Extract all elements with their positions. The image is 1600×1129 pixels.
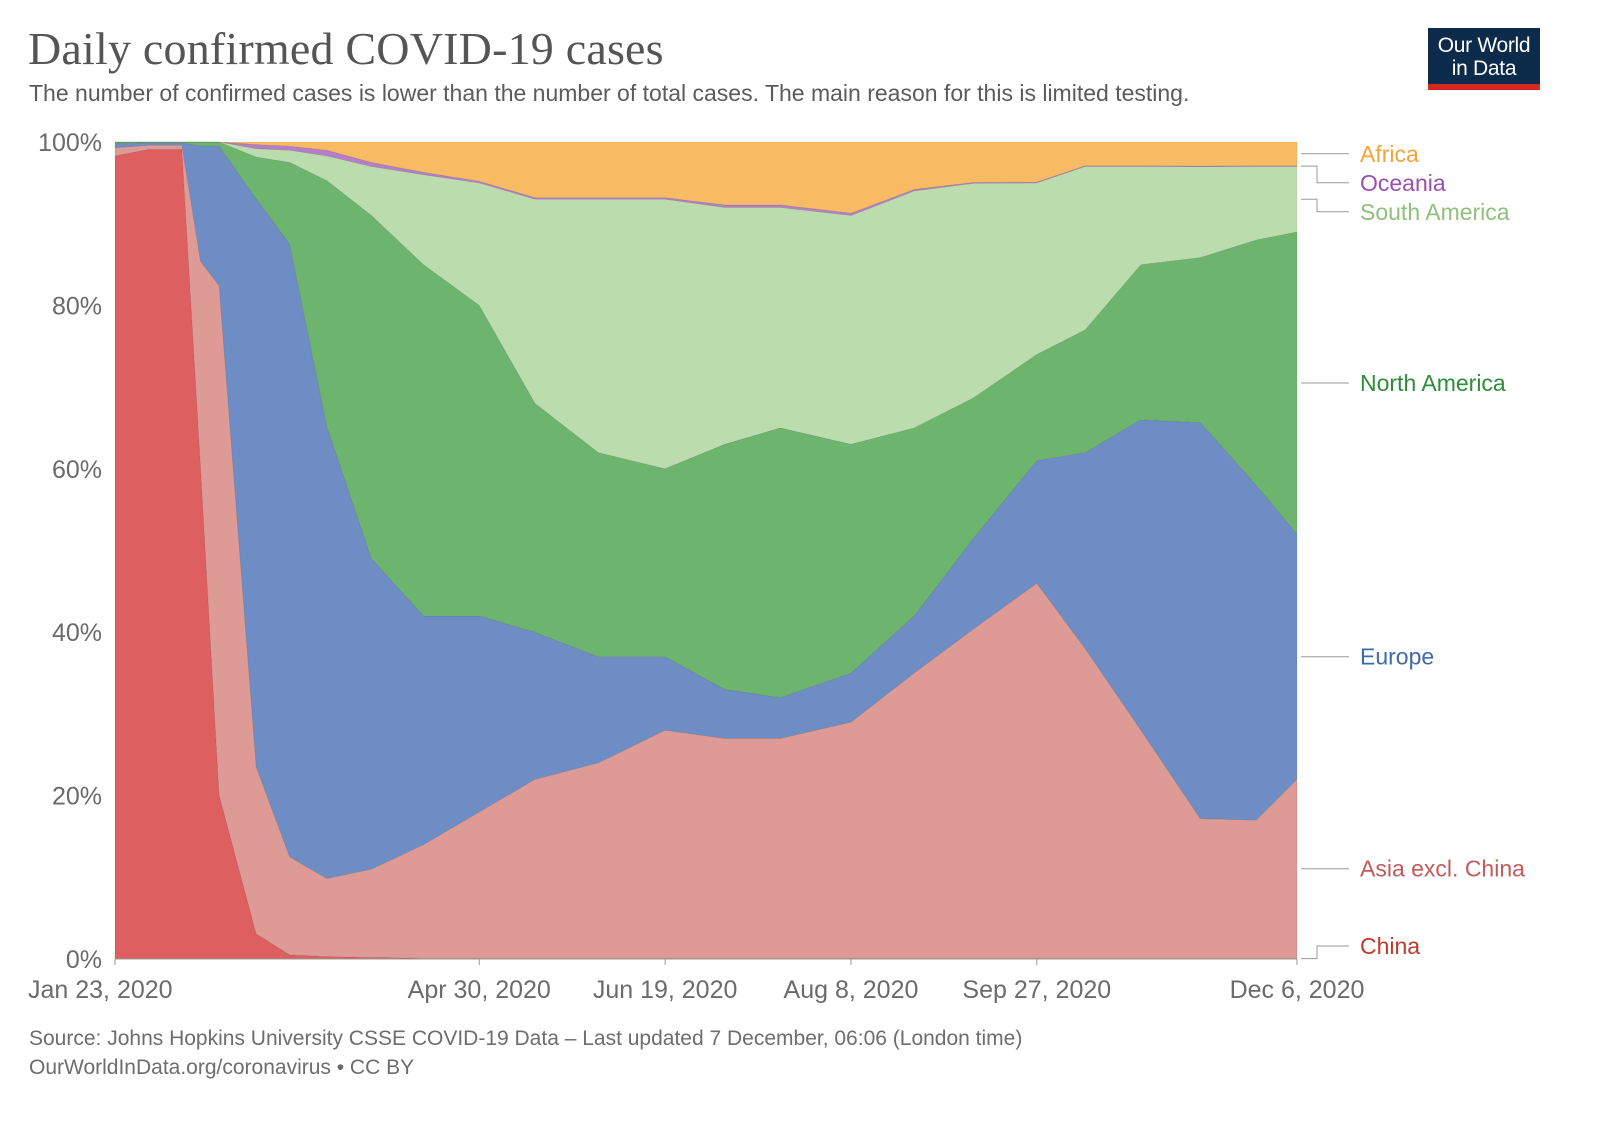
area-africa (115, 141, 1298, 214)
legend: Africa Oceania South America North America E… (1301, 141, 1525, 960)
logo-line-2: in Data (1451, 57, 1517, 80)
owid-logo: Our World in Data (1428, 28, 1540, 90)
x-tick-label: Jan 23, 2020 (28, 976, 173, 1004)
legend-connector (1301, 198, 1349, 213)
legend-label: Asia excl. China (1360, 856, 1525, 882)
chart-title: Daily confirmed COVID-19 cases (28, 23, 664, 74)
y-tick-label: 60% (52, 456, 102, 484)
chart-subtitle: The number of confirmed cases is lower t… (29, 80, 1190, 106)
legend-label: North America (1360, 370, 1506, 396)
legend-label: Africa (1360, 141, 1419, 167)
x-tick-label: Apr 30, 2020 (408, 976, 551, 1004)
y-tick-label: 80% (52, 292, 102, 320)
x-tick-label: Aug 8, 2020 (784, 976, 919, 1004)
area-oceania (115, 141, 1298, 216)
legend-label: South America (1360, 199, 1510, 225)
stacked-areas (114, 141, 1298, 960)
y-tick-label: 0% (66, 946, 102, 974)
y-tick-label: 100% (38, 129, 102, 157)
legend-label: China (1360, 933, 1420, 959)
chart-source: Source: Johns Hopkins University CSSE CO… (29, 1024, 1022, 1082)
y-tick-label: 40% (52, 619, 102, 647)
area-asia-excl-china (114, 145, 1298, 959)
source-text: Source: Johns Hopkins University CSSE CO… (29, 1027, 1023, 1050)
axes: 0% 20% 40% 60% 80% 100% Jan 23, 2020 Apr 30, 20… (28, 129, 1364, 1004)
y-tick-label: 20% (52, 783, 102, 811)
legend-connector (1301, 165, 1349, 184)
credit-text: OurWorldInData.org/coronavirus • CC BY (29, 1056, 415, 1079)
x-tick-label: Sep 27, 2020 (962, 976, 1111, 1004)
logo-line-1: Our World (1437, 34, 1531, 57)
area-south-america (115, 141, 1298, 470)
legend-label: Oceania (1360, 170, 1446, 196)
legend-connector (1301, 945, 1349, 960)
x-tick-label: Dec 6, 2020 (1230, 976, 1365, 1004)
x-tick-label: Jun 19, 2020 (593, 976, 738, 1004)
legend-label: Europe (1360, 644, 1434, 670)
